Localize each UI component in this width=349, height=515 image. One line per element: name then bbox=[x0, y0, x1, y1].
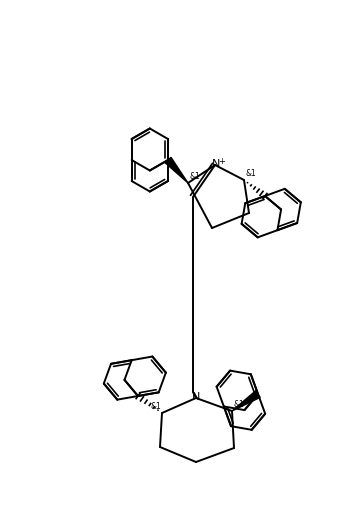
Text: +: + bbox=[218, 157, 225, 165]
Text: &1: &1 bbox=[150, 402, 161, 411]
Text: &1: &1 bbox=[246, 169, 257, 178]
Polygon shape bbox=[232, 391, 260, 411]
Text: N: N bbox=[212, 159, 220, 169]
Text: &1: &1 bbox=[189, 172, 200, 181]
Text: N: N bbox=[192, 392, 200, 402]
Text: &1: &1 bbox=[234, 400, 245, 409]
Polygon shape bbox=[165, 158, 188, 183]
